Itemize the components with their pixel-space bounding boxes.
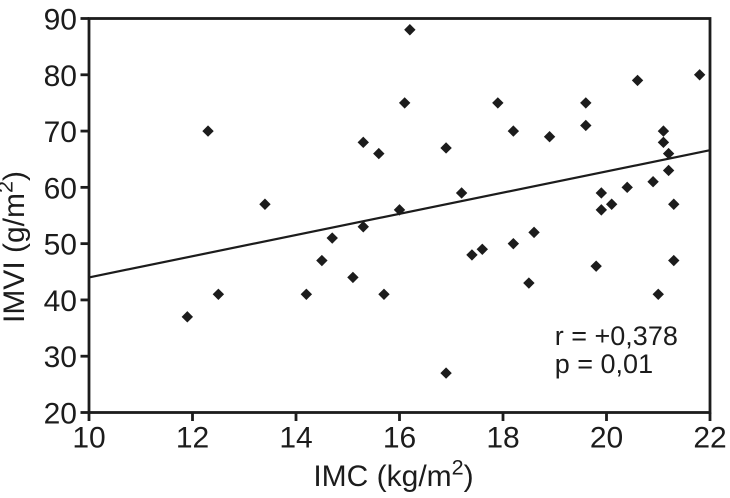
y-axis-tick-label: 30 [44, 341, 77, 374]
y-axis-tick-label: 90 [44, 4, 77, 37]
y-axis-tick-label: 50 [44, 229, 77, 262]
x-axis-tick-label: 16 [383, 422, 416, 455]
data-point [507, 125, 520, 137]
data-point [668, 198, 680, 210]
data-point [378, 288, 390, 300]
data-point [300, 288, 313, 300]
data-point [212, 288, 225, 300]
data-point [543, 131, 556, 143]
data-point [259, 198, 271, 210]
data-point [398, 97, 411, 109]
data-point [316, 254, 328, 267]
data-point [595, 187, 608, 199]
data-point [492, 97, 504, 109]
x-axis-tick-label: 14 [279, 422, 312, 455]
data-point [580, 97, 592, 109]
data-point [652, 288, 664, 300]
data-point [404, 24, 416, 36]
data-point [326, 232, 338, 244]
data-point [507, 237, 520, 250]
y-axis-tick-label: 40 [44, 285, 77, 318]
data-point [357, 221, 369, 233]
y-axis-tick-label: 60 [44, 172, 77, 205]
data-point [202, 125, 214, 137]
data-point [440, 142, 452, 154]
data-point [631, 74, 644, 87]
data-point [357, 136, 369, 149]
data-point [621, 181, 633, 194]
data-point [590, 260, 602, 272]
data-point [668, 254, 680, 267]
data-point [657, 136, 670, 149]
data-point [662, 164, 675, 177]
data-point [528, 226, 540, 239]
x-axis-tick-label: 20 [590, 422, 623, 455]
data-point [605, 198, 618, 210]
y-axis-title: IMVI (g/m2) [0, 171, 31, 323]
data-point [595, 204, 608, 216]
data-point [347, 271, 359, 284]
x-axis-tick-label: 22 [693, 422, 726, 455]
data-point [476, 243, 488, 255]
data-point [466, 249, 478, 261]
data-point [662, 147, 675, 160]
data-point [647, 176, 659, 188]
data-point [693, 69, 706, 81]
x-axis-title: IMC (kg/m2) [313, 455, 473, 493]
x-axis-tick-label: 10 [72, 422, 105, 455]
data-point [523, 277, 535, 289]
data-point [657, 125, 670, 137]
y-axis-tick-label: 80 [44, 60, 77, 93]
x-axis-tick-label: 12 [176, 422, 209, 455]
data-point [181, 311, 194, 323]
data-point [455, 187, 468, 199]
p-value-annotation: p = 0,01 [555, 349, 653, 379]
data-point [580, 119, 592, 132]
data-point [373, 147, 385, 160]
y-axis-tick-label: 70 [44, 116, 77, 149]
data-point [393, 204, 406, 216]
correlation-annotation: r = +0,378 [555, 321, 678, 351]
x-axis-tick-label: 18 [486, 422, 519, 455]
y-axis-tick-label: 20 [44, 398, 77, 431]
data-point [440, 367, 452, 379]
